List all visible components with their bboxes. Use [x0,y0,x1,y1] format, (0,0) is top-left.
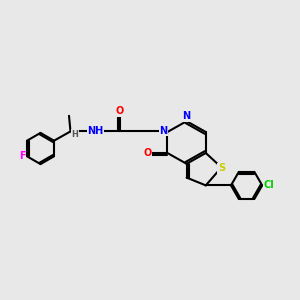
Text: NH: NH [87,126,104,136]
Text: N: N [159,126,167,136]
Text: N: N [182,111,191,121]
Text: O: O [143,148,152,158]
Text: O: O [116,106,124,116]
Text: H: H [72,130,78,139]
Text: S: S [218,163,225,173]
Text: Cl: Cl [263,180,274,190]
Text: F: F [19,151,26,161]
